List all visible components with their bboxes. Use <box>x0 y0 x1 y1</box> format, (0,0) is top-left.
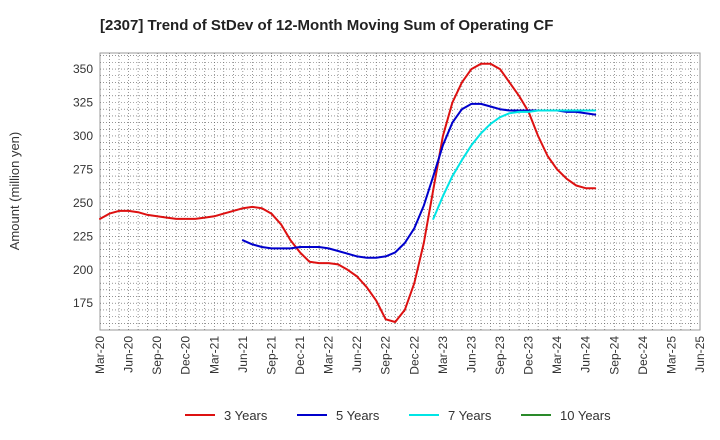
x-tick-label: Jun-20 <box>122 336 136 373</box>
y-tick-label: 200 <box>73 263 93 277</box>
y-tick-label: 175 <box>73 296 93 310</box>
series-lines <box>99 62 597 323</box>
x-tick-label: Jun-22 <box>350 336 364 373</box>
x-tick-label: Sep-22 <box>379 336 393 375</box>
legend-label: 3 Years <box>224 408 268 423</box>
x-tick-label: Mar-21 <box>207 336 221 374</box>
x-tick-label: Mar-24 <box>550 336 564 374</box>
legend-label: 5 Years <box>336 408 380 423</box>
y-tick-label: 325 <box>73 96 93 110</box>
x-tick-label: Jun-21 <box>236 336 250 373</box>
x-tick-label: Jun-23 <box>464 336 478 373</box>
legend: 3 Years 5 Years 7 Years 10 Years <box>185 408 611 423</box>
legend-label: 7 Years <box>448 408 492 423</box>
chart-title: [2307] Trend of StDev of 12-Month Moving… <box>100 17 553 34</box>
x-tick-label: Mar-22 <box>322 336 336 374</box>
y-tick-label: 275 <box>73 162 93 176</box>
x-tick-label: Mar-25 <box>664 336 678 374</box>
x-tick-label: Sep-20 <box>150 336 164 375</box>
legend-label: 10 Years <box>560 408 611 423</box>
x-tick-label: Dec-21 <box>293 336 307 375</box>
x-tick-label: Sep-24 <box>607 336 621 375</box>
series-line-7-years <box>432 109 597 220</box>
plot-area <box>99 52 701 331</box>
x-tick-label: Jun-25 <box>693 336 707 373</box>
x-axis-ticks: Mar-20 Jun-20 Sep-20 Dec-20 Mar-21 Jun-21 Sep-… <box>93 336 707 375</box>
y-tick-label: 250 <box>73 196 93 210</box>
x-tick-label: Dec-23 <box>522 336 536 375</box>
x-tick-label: Dec-20 <box>179 336 193 375</box>
y-tick-label: 225 <box>73 229 93 243</box>
x-tick-label: Jun-24 <box>579 336 593 373</box>
series-line-3-years <box>99 62 597 323</box>
y-tick-label: 350 <box>73 62 93 76</box>
y-axis-ticks: 175 200 225 250 275 300 325 350 <box>73 62 93 310</box>
x-tick-label: Sep-21 <box>264 336 278 375</box>
x-tick-label: Dec-24 <box>636 336 650 375</box>
x-tick-label: Dec-22 <box>407 336 421 375</box>
x-tick-label: Mar-20 <box>93 336 107 374</box>
y-tick-label: 300 <box>73 129 93 143</box>
gridlines <box>100 53 700 330</box>
y-axis-label: Amount (million yen) <box>7 132 22 251</box>
x-tick-label: Sep-23 <box>493 336 507 375</box>
x-tick-label: Mar-23 <box>436 336 450 374</box>
